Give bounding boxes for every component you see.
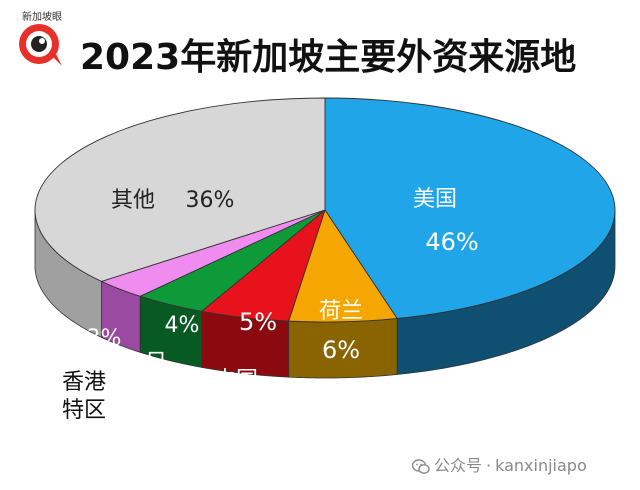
chart-title: 2023年新加坡主要外资来源地 [80, 37, 577, 78]
slice-label-4a: 香港 [62, 370, 106, 395]
wechat-icon [412, 458, 430, 474]
brand-logo [19, 24, 62, 66]
slice-label-0: 美国 [413, 187, 457, 212]
watermark-account: kanxinjiapo [495, 456, 587, 475]
watermark-channel: 公众号 [434, 456, 483, 475]
slice-value-3: 4% [165, 313, 200, 338]
slice-value-4: 3% [87, 326, 122, 351]
logo-text: 新加坡眼 [22, 12, 62, 23]
slice-label-2b: 大陆 [214, 397, 258, 422]
slice-value-5: 36% [186, 188, 235, 213]
watermark: 公众号 · kanxinjiapo [412, 452, 587, 476]
slice-label-2a: 中国 [214, 368, 258, 393]
slice-value-2: 5% [239, 308, 277, 336]
slice-label-1: 荷兰 [319, 299, 363, 324]
pie-slice-5 [34, 97, 326, 282]
slice-label-3a: 日 [145, 350, 167, 375]
pie-slice-0 [324, 97, 616, 319]
watermark-separator: · [486, 456, 492, 475]
slice-label-5: 其他 [111, 188, 155, 213]
slice-label-4b: 特区 [62, 398, 106, 423]
slice-value-0: 46% [425, 228, 478, 256]
slice-value-1: 6% [322, 336, 360, 364]
slice-label-3b: 本 [145, 378, 167, 403]
